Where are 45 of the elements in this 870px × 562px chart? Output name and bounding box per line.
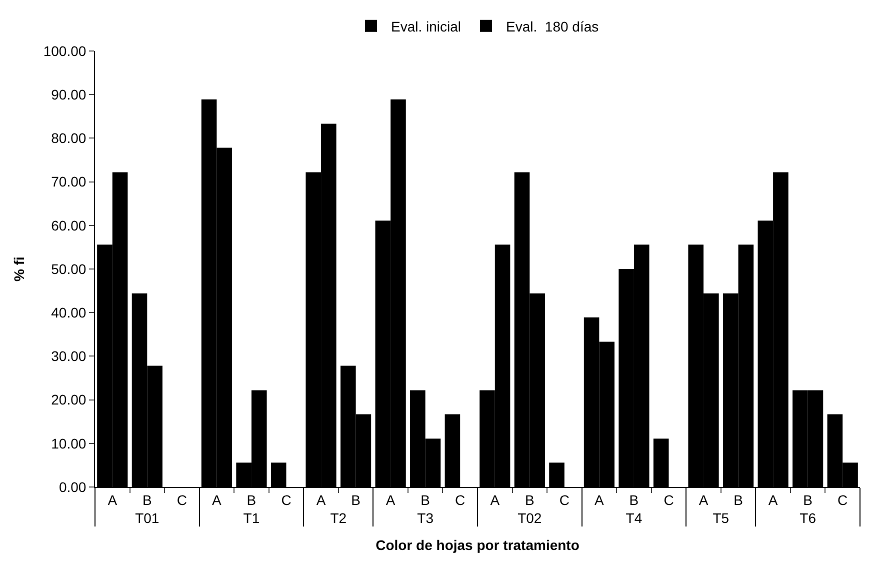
- x-tick-label: C: [455, 492, 466, 508]
- y-axis-title: % fi: [10, 256, 27, 282]
- text: T2: [330, 510, 347, 526]
- x-tick-label: B: [142, 492, 152, 508]
- x-tick-label: C: [838, 492, 848, 508]
- x-tick-label: B: [734, 492, 743, 508]
- y-tick-label: 50.00: [51, 260, 86, 277]
- x-tick-label: A: [316, 492, 326, 508]
- x-tick-label: C: [664, 492, 674, 508]
- y-tick-label: 30.00: [51, 348, 86, 364]
- x-tick-label: B: [629, 492, 639, 508]
- x-tick-label: A: [594, 492, 605, 508]
- y-tick-label: 80.00: [51, 130, 86, 146]
- y-tick-label: 70.00: [51, 174, 86, 190]
- x-tick-label: C: [559, 492, 570, 508]
- text: T5: [712, 510, 730, 526]
- x-tick-label: A: [386, 492, 396, 508]
- y-tick-label: 10.00: [51, 435, 86, 452]
- x-tick-label: B: [420, 492, 430, 508]
- x-tick-label: A: [108, 492, 118, 508]
- text: T02: [518, 510, 542, 526]
- x-tick-label: B: [803, 492, 813, 508]
- x-tick-label: A: [768, 492, 778, 508]
- text: T4: [626, 510, 642, 526]
- x-axis-title: Color de hojas por tratamiento: [376, 537, 580, 554]
- x-tick-label: B: [524, 492, 534, 508]
- legend-label: Eval. 180 días: [506, 18, 599, 34]
- text: T6: [800, 510, 816, 526]
- y-tick-label: 0.00: [58, 478, 86, 495]
- x-tick-label: B: [351, 492, 360, 508]
- text: T1: [243, 510, 260, 526]
- y-tick-label: 40.00: [51, 304, 86, 320]
- legend-label: Eval. inicial: [391, 18, 462, 34]
- y-tick-label: 60.00: [51, 217, 86, 234]
- text: T01: [135, 510, 160, 526]
- text: T3: [417, 510, 434, 526]
- x-tick-label: C: [176, 492, 187, 508]
- x-tick-label: A: [490, 492, 500, 508]
- y-tick-label: 90.00: [51, 86, 86, 102]
- y-tick-label: 100.00: [43, 42, 86, 59]
- x-tick-label: A: [698, 492, 709, 508]
- x-tick-label: A: [212, 492, 222, 508]
- y-tick-label: 20.00: [51, 392, 86, 408]
- x-tick-label: B: [246, 492, 256, 508]
- x-tick-label: C: [281, 492, 292, 508]
